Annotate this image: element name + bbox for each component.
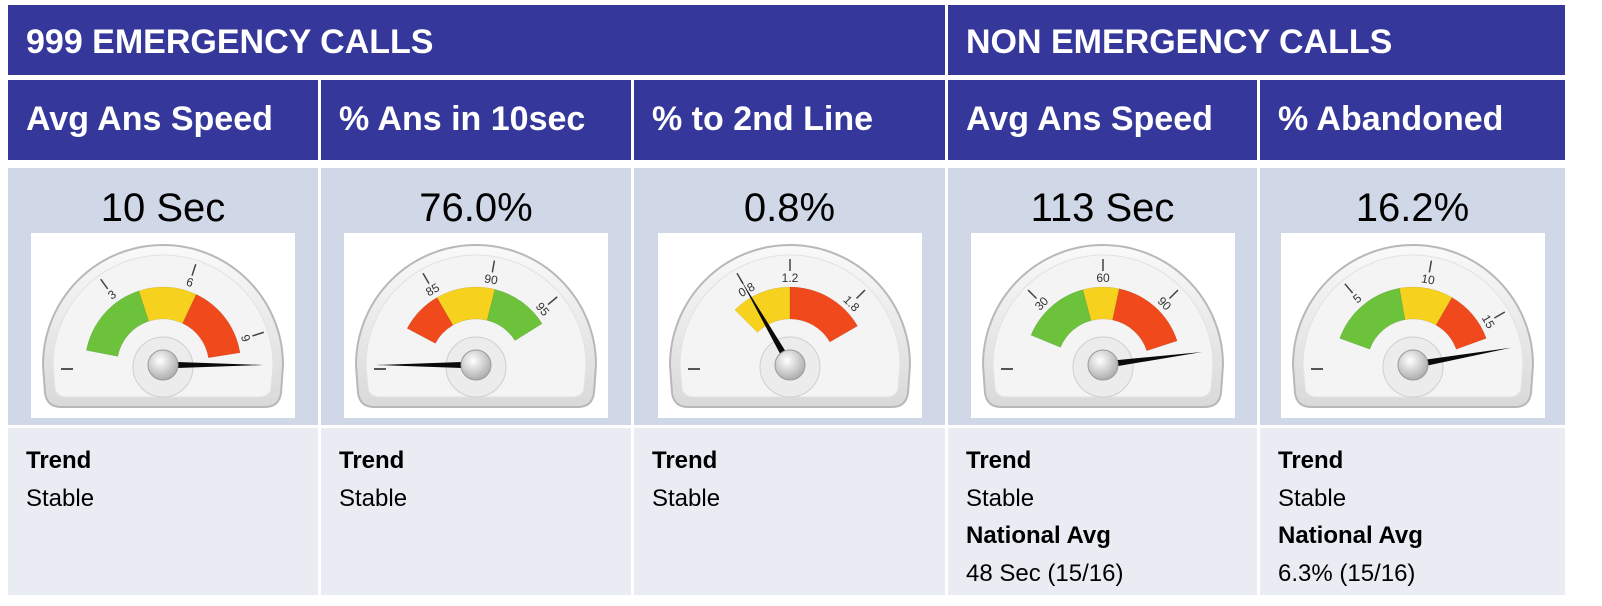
column-title: % to 2nd Line [634, 80, 945, 160]
metric-value: 113 Sec [948, 186, 1257, 231]
metric-value: 0.8% [634, 186, 945, 231]
gauge-hub [148, 350, 178, 380]
detail-text: 48 Sec (15/16) [966, 555, 1257, 593]
gauge-hub [775, 350, 805, 380]
detail-text: 6.3% (15/16) [1278, 555, 1565, 593]
detail-label: Trend [1278, 442, 1565, 480]
detail-label: National Avg [966, 517, 1257, 555]
detail-text: Stable [26, 480, 318, 518]
gauge-hub [461, 350, 491, 380]
column-title: % Abandoned [1260, 80, 1565, 160]
detail-text: Stable [652, 480, 945, 518]
gauge-hub [1398, 350, 1428, 380]
column-title: % Ans in 10sec [321, 80, 631, 160]
group-header: NON EMERGENCY CALLS [948, 5, 1565, 75]
detail-text: Stable [1278, 480, 1565, 518]
detail-text: Stable [966, 480, 1257, 518]
metric-value: 10 Sec [8, 186, 318, 231]
page: 999 EMERGENCY CALLSNON EMERGENCY CALLSAv… [0, 0, 1602, 606]
detail-label: National Avg [1278, 517, 1565, 555]
detail-label: Trend [26, 442, 318, 480]
detail-label: Trend [966, 442, 1257, 480]
gauge: 0.81.21.8 [658, 233, 922, 418]
gauge-cell: 0.8%0.81.21.8 [634, 168, 945, 425]
column-title: Avg Ans Speed [948, 80, 1257, 160]
gauge-tick-label: 90 [483, 271, 499, 287]
column-title: Avg Ans Speed [8, 80, 318, 160]
detail-label: Trend [652, 442, 945, 480]
gauge: 369 [31, 233, 295, 418]
detail-text: Stable [339, 480, 631, 518]
gauge-hub [1088, 350, 1118, 380]
gauge-tick-label: 1.2 [781, 271, 798, 285]
detail-label: Trend [339, 442, 631, 480]
group-header: 999 EMERGENCY CALLS [8, 5, 945, 75]
metric-value: 76.0% [321, 186, 631, 231]
gauge-tick-label: 10 [1420, 271, 1436, 287]
gauge-tick-label: 60 [1096, 271, 1110, 285]
metric-value: 16.2% [1260, 186, 1565, 231]
